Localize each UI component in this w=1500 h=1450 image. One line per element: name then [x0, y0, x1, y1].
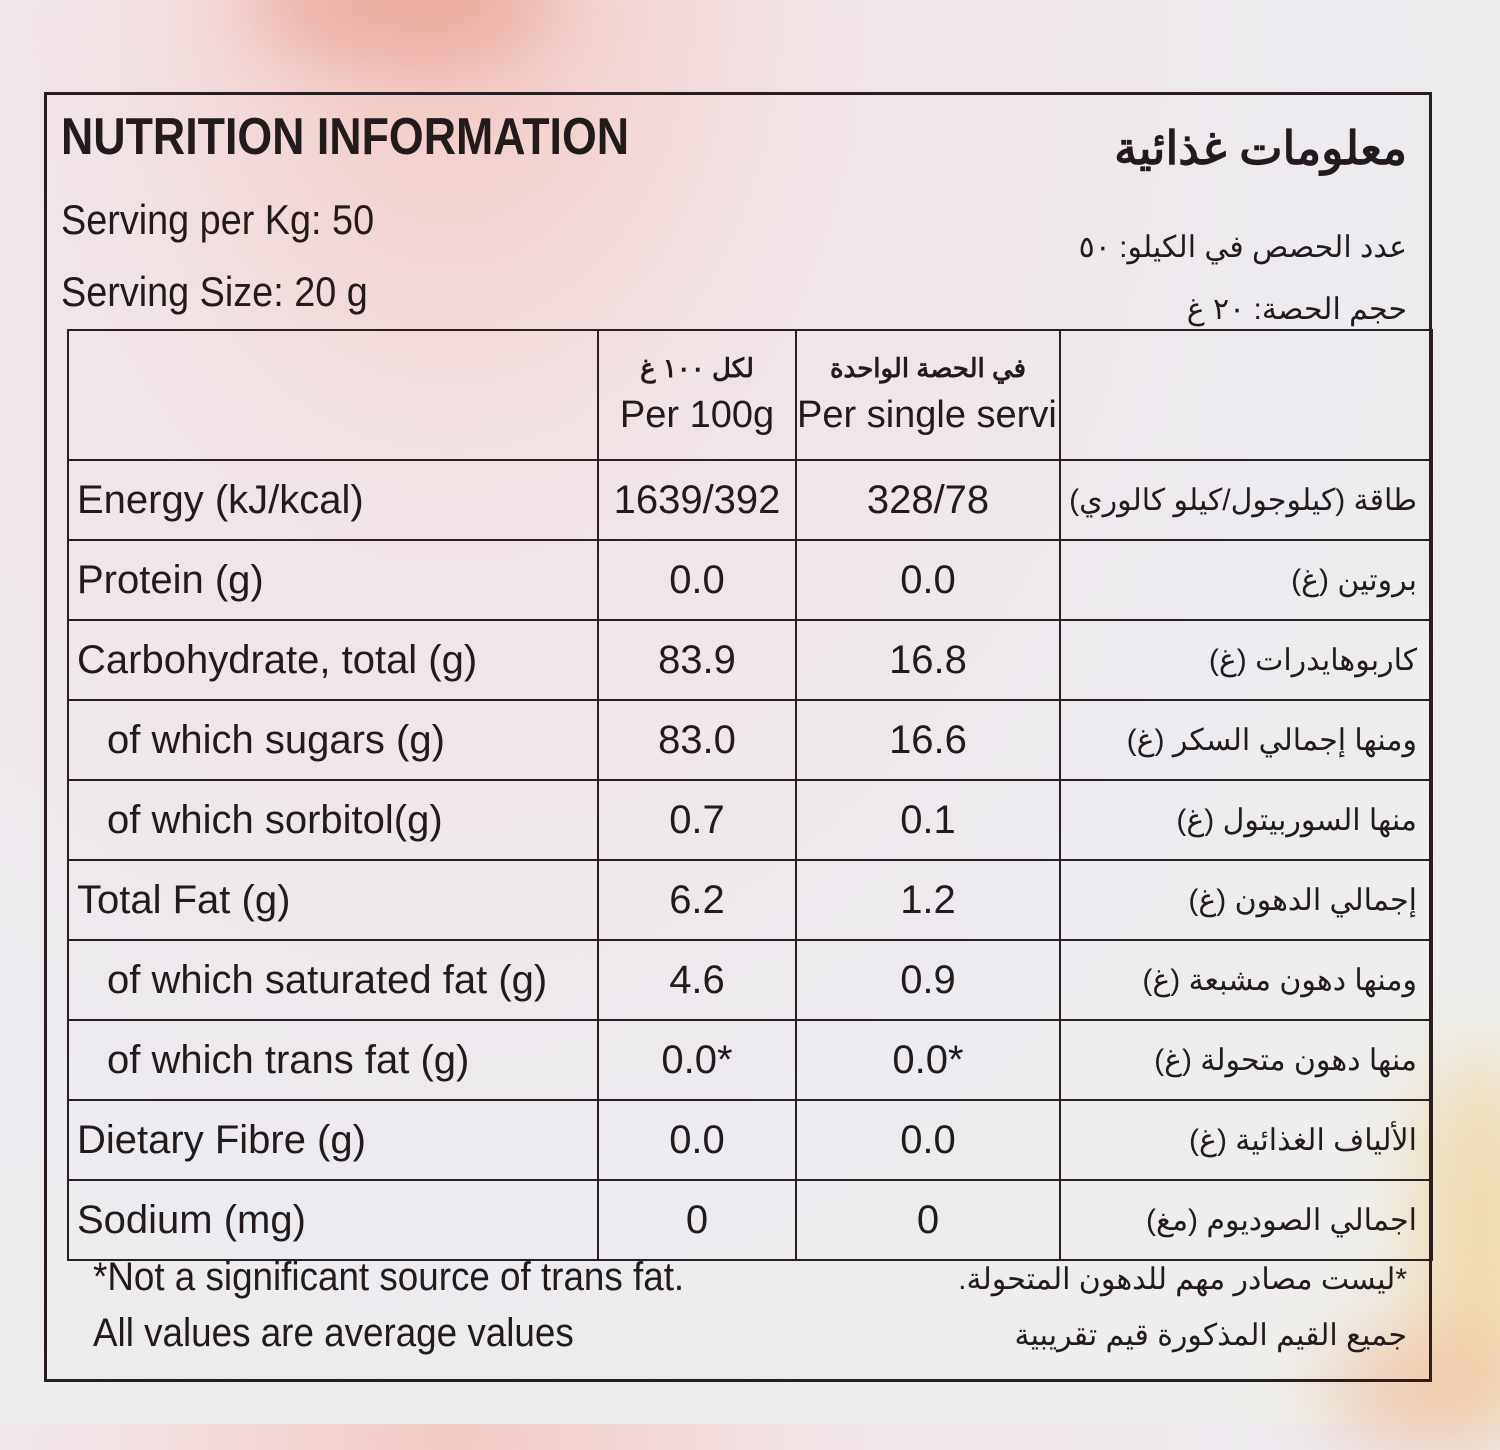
- nutrient-label-ar: ومنها دهون مشبعة (غ): [1059, 939, 1433, 1021]
- nutrient-label-en: Carbohydrate, total (g): [67, 619, 599, 701]
- table-header-row: لكل ١٠٠ غ Per 100g في الحصة الواحدة Per …: [67, 329, 1433, 461]
- value-per-100g: 4.6: [597, 939, 797, 1021]
- table-body: Energy (kJ/kcal) 1639/392 328/78 طاقة (كيلو…: [67, 459, 1433, 1261]
- value-per-serving: 0.0: [795, 539, 1061, 621]
- table-row: Total Fat (g) 6.2 1.2 إجمالي الدهون (غ): [67, 859, 1433, 941]
- footnote-en: *Not a significant source of trans fat.: [93, 1255, 685, 1299]
- nutrient-label-ar: اجمالي الصوديوم (مغ): [1059, 1179, 1433, 1261]
- average-note-en: All values are average values: [93, 1311, 574, 1355]
- table-row: of which trans fat (g) 0.0* 0.0* منها دهون …: [67, 1019, 1433, 1101]
- value-per-100g: 0: [597, 1179, 797, 1261]
- nutrient-label-ar: طاقة (كيلوجول/كيلو كالوري): [1059, 459, 1433, 541]
- nutrient-label-ar: ومنها إجمالي السكر (غ): [1059, 699, 1433, 781]
- servings-per-kg-ar: عدد الحصص في الكيلو: ٥٠: [1078, 231, 1407, 264]
- nutrient-label-en: Energy (kJ/kcal): [67, 459, 599, 541]
- value-per-100g: 83.0: [597, 699, 797, 781]
- table-row: of which sugars (g) 83.0 16.6 ومنها إجمالي …: [67, 699, 1433, 781]
- table-row: Energy (kJ/kcal) 1639/392 328/78 طاقة (كيلو…: [67, 459, 1433, 541]
- nutrition-panel: NUTRITION INFORMATION معلومات غذائية Ser…: [44, 92, 1433, 1382]
- nutrient-label-en: of which sorbitol(g): [67, 779, 599, 861]
- value-per-100g: 0.0: [597, 539, 797, 621]
- nutrient-label-ar: إجمالي الدهون (غ): [1059, 859, 1433, 941]
- value-per-serving: 0.0*: [795, 1019, 1061, 1101]
- nutrition-table: لكل ١٠٠ غ Per 100g في الحصة الواحدة Per …: [67, 329, 1433, 1261]
- value-per-100g: 0.7: [597, 779, 797, 861]
- nutrient-label-ar: بروتين (غ): [1059, 539, 1433, 621]
- header-per-serving-ar: في الحصة الواحدة: [829, 353, 1027, 383]
- header-per-100g-en: Per 100g: [619, 394, 775, 436]
- table-row: Dietary Fibre (g) 0.0 0.0 الألياف الغذائية …: [67, 1099, 1433, 1181]
- nutrient-label-en: Dietary Fibre (g): [67, 1099, 599, 1181]
- header-per-100g: لكل ١٠٠ غ Per 100g: [597, 329, 797, 461]
- value-per-serving: 0.0: [795, 1099, 1061, 1181]
- nutrient-label-en: of which sugars (g): [67, 699, 599, 781]
- serving-size-ar: حجم الحصة: ٢٠ غ: [1186, 293, 1407, 326]
- nutrient-label-ar: منها دهون متحولة (غ): [1059, 1019, 1433, 1101]
- value-per-serving: 16.8: [795, 619, 1061, 701]
- header-per-serving: في الحصة الواحدة Per single serving: [795, 329, 1061, 461]
- serving-size-en: Serving Size: 20 g: [61, 268, 368, 315]
- title-en: NUTRITION INFORMATION: [61, 108, 630, 166]
- value-per-100g: 1639/392: [597, 459, 797, 541]
- table-row: of which sorbitol(g) 0.7 0.1 منها السوربيتو…: [67, 779, 1433, 861]
- header-blank-right: [1059, 329, 1433, 461]
- servings-per-kg-en: Serving per Kg: 50: [61, 196, 375, 243]
- background-tint: [250, 0, 550, 60]
- value-per-100g: 6.2: [597, 859, 797, 941]
- nutrient-label-en: of which trans fat (g): [67, 1019, 599, 1101]
- header-blank-left: [67, 329, 599, 461]
- nutrient-label-en: of which saturated fat (g): [67, 939, 599, 1021]
- value-per-serving: 0: [795, 1179, 1061, 1261]
- table-row: Carbohydrate, total (g) 83.9 16.8 كاربوهايد…: [67, 619, 1433, 701]
- title-ar: معلومات غذائية: [1114, 122, 1407, 174]
- table-row: Protein (g) 0.0 0.0 بروتين (غ): [67, 539, 1433, 621]
- header-per-serving-en: Per single serving: [797, 394, 1058, 436]
- value-per-serving: 16.6: [795, 699, 1061, 781]
- value-per-100g: 83.9: [597, 619, 797, 701]
- average-note-ar: جميع القيم المذكورة قيم تقريبية: [1014, 1319, 1407, 1352]
- footnote-ar: *ليست مصادر مهم للدهون المتحولة.: [958, 1263, 1407, 1296]
- nutrient-label-ar: كاربوهايدرات (غ): [1059, 619, 1433, 701]
- value-per-100g: 0.0: [597, 1099, 797, 1181]
- table-row: of which saturated fat (g) 4.6 0.9 ومنها ده…: [67, 939, 1433, 1021]
- nutrient-label-en: Protein (g): [67, 539, 599, 621]
- nutrient-label-ar: منها السوربيتول (غ): [1059, 779, 1433, 861]
- table-row: Sodium (mg) 0 0 اجمالي الصوديوم (مغ): [67, 1179, 1433, 1261]
- value-per-serving: 0.1: [795, 779, 1061, 861]
- nutrient-label-en: Sodium (mg): [67, 1179, 599, 1261]
- header-per-100g-ar: لكل ١٠٠ غ: [640, 353, 754, 383]
- value-per-100g: 0.0*: [597, 1019, 797, 1101]
- value-per-serving: 328/78: [795, 459, 1061, 541]
- value-per-serving: 0.9: [795, 939, 1061, 1021]
- value-per-serving: 1.2: [795, 859, 1061, 941]
- nutrient-label-ar: الألياف الغذائية (غ): [1059, 1099, 1433, 1181]
- nutrient-label-en: Total Fat (g): [67, 859, 599, 941]
